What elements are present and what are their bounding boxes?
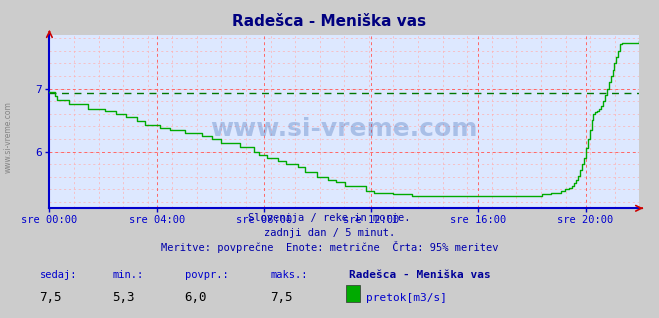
Text: povpr.:: povpr.: xyxy=(185,270,228,280)
Text: www.si-vreme.com: www.si-vreme.com xyxy=(3,101,13,173)
Text: Slovenija / reke in morje.: Slovenija / reke in morje. xyxy=(248,213,411,223)
Text: zadnji dan / 5 minut.: zadnji dan / 5 minut. xyxy=(264,228,395,238)
Text: 7,5: 7,5 xyxy=(270,291,293,303)
Text: 6,0: 6,0 xyxy=(185,291,207,303)
Text: 7,5: 7,5 xyxy=(40,291,62,303)
Text: pretok[m3/s]: pretok[m3/s] xyxy=(366,293,447,302)
Text: sedaj:: sedaj: xyxy=(40,270,77,280)
Text: Radešca - Meniška vas: Radešca - Meniška vas xyxy=(349,270,491,280)
Text: Radešca - Meniška vas: Radešca - Meniška vas xyxy=(233,14,426,29)
Text: min.:: min.: xyxy=(112,270,143,280)
Text: Meritve: povprečne  Enote: metrične  Črta: 95% meritev: Meritve: povprečne Enote: metrične Črta:… xyxy=(161,241,498,253)
Text: www.si-vreme.com: www.si-vreme.com xyxy=(211,117,478,141)
Text: maks.:: maks.: xyxy=(270,270,308,280)
Text: 5,3: 5,3 xyxy=(112,291,134,303)
